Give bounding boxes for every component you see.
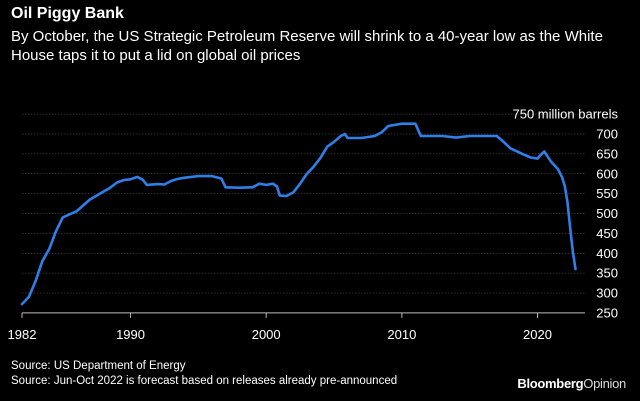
y-tick-label-350: 350 bbox=[596, 266, 618, 281]
chart-title: Oil Piggy Bank bbox=[11, 5, 124, 22]
y-tick-label-750: 750 million barrels bbox=[513, 107, 619, 122]
brand-section: Opinion bbox=[583, 376, 626, 391]
y-tick-label-550: 550 bbox=[596, 186, 618, 201]
line-chart: 250 300 350 400 450 500 550 600 650 700 750 millio… bbox=[8, 107, 619, 342]
brand-name: Bloomberg bbox=[517, 376, 584, 391]
y-tick-label-450: 450 bbox=[596, 226, 618, 241]
y-tick-label-600: 600 bbox=[596, 166, 618, 181]
x-tick-label-2000: 2000 bbox=[252, 327, 281, 342]
bloomberg-opinion-logo: BloombergOpinion bbox=[517, 376, 626, 391]
x-tick-label-1982: 1982 bbox=[8, 327, 37, 342]
x-tick-label-2010: 2010 bbox=[387, 327, 416, 342]
y-tick-label-700: 700 bbox=[596, 127, 618, 142]
x-tick-label-1990: 1990 bbox=[116, 327, 145, 342]
x-tick-label-2020: 2020 bbox=[523, 327, 552, 342]
y-tick-label-300: 300 bbox=[596, 286, 618, 301]
series-line-0 bbox=[20, 122, 577, 306]
chart-subtitle: By October, the US Strategic Petroleum R… bbox=[11, 28, 603, 64]
y-tick-label-400: 400 bbox=[596, 246, 618, 261]
source-note: Source: US Department of Energy bbox=[11, 360, 186, 372]
forecast-note: Source: Jun-Oct 2022 is forecast based o… bbox=[11, 375, 398, 387]
y-tick-label-250: 250 bbox=[596, 305, 618, 320]
y-tick-label-650: 650 bbox=[596, 146, 618, 161]
y-tick-label-500: 500 bbox=[596, 206, 618, 221]
